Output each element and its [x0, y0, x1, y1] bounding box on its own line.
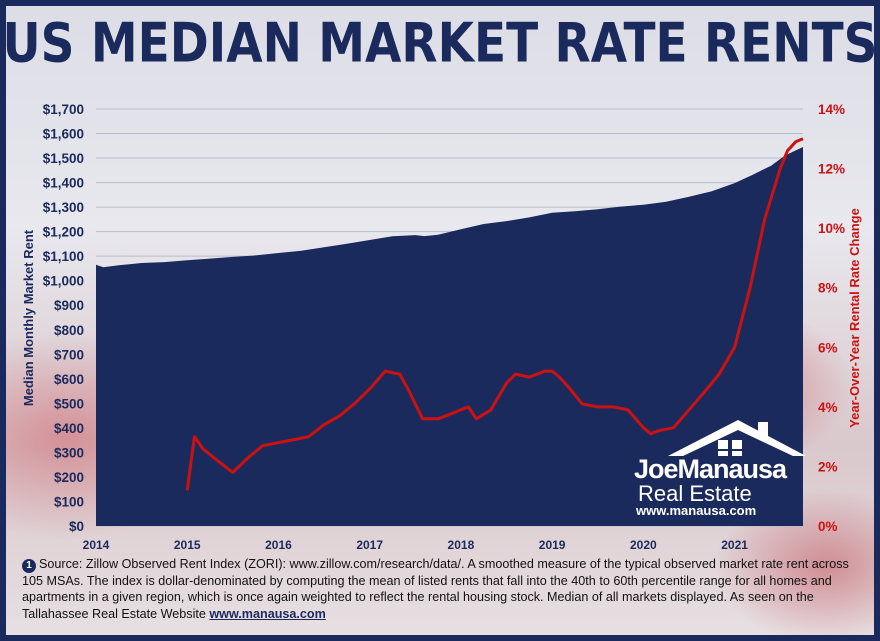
- y-left-tick-label: $1,300: [43, 200, 84, 215]
- y-left-tick-label: $0: [69, 519, 84, 534]
- y-left-tick-label: $300: [54, 445, 84, 460]
- y-left-tick-label: $1,600: [43, 127, 84, 142]
- y-left-axis-label: Median Monthly Market Rent: [21, 229, 36, 406]
- y-right-tick-label: 4%: [818, 400, 838, 415]
- y-left-tick-label: $1,200: [43, 225, 84, 240]
- logo-name: JoeManausa: [634, 454, 788, 485]
- y-left-tick-label: $1,700: [43, 102, 84, 117]
- y-left-tick-label: $100: [54, 494, 84, 509]
- y-left-tick-label: $900: [54, 298, 84, 313]
- source-text: Source: Zillow Observed Rent Index (ZORI…: [22, 557, 849, 621]
- y-right-axis-ticks: 0% 2% 4% 6% 8% 10% 12% 14%: [818, 102, 845, 534]
- x-tick-label: 2017: [356, 538, 383, 552]
- footnote-number-icon: 1: [22, 559, 36, 573]
- y-right-tick-label: 8%: [818, 281, 838, 296]
- x-tick-label: 2019: [539, 538, 566, 552]
- rent-area-series: [96, 147, 803, 526]
- y-left-axis-ticks: $0 $100 $200 $300 $400 $500 $600 $700 $800 $900 $1…: [43, 102, 84, 534]
- y-left-tick-label: $500: [54, 396, 84, 411]
- y-right-tick-label: 2%: [818, 459, 838, 474]
- y-left-tick-label: $600: [54, 372, 84, 387]
- y-left-tick-label: $800: [54, 323, 84, 338]
- logo-subtitle: Real Estate: [638, 481, 752, 506]
- y-right-tick-label: 10%: [818, 221, 845, 236]
- y-left-tick-label: $1,500: [43, 151, 84, 166]
- logo: JoeManausa Real Estate www.manausa.com: [628, 418, 806, 518]
- x-tick-label: 2015: [174, 538, 201, 552]
- x-tick-label: 2020: [630, 538, 657, 552]
- y-left-tick-label: $200: [54, 470, 84, 485]
- source-note: 1 Source: Zillow Observed Rent Index (ZOR…: [22, 556, 862, 622]
- yoy-change-line-series: [185, 137, 804, 491]
- x-tick-label: 2018: [448, 538, 475, 552]
- y-right-tick-label: 6%: [818, 340, 838, 355]
- y-left-tick-label: $1,100: [43, 249, 84, 264]
- x-tick-label: 2021: [721, 538, 748, 552]
- y-left-tick-label: $400: [54, 421, 84, 436]
- page-title: US MEDIAN MARKET RATE RENTS: [2, 11, 878, 76]
- x-tick-label: 2014: [83, 538, 110, 552]
- y-right-tick-label: 0%: [818, 519, 838, 534]
- logo-name-first: Joe: [634, 454, 679, 484]
- y-left-tick-label: $700: [54, 347, 84, 362]
- x-axis-ticks: 2014 2015 2016 2017 2018 2019 2020 2021: [83, 538, 749, 552]
- y-left-tick-label: $1,000: [43, 274, 84, 289]
- house-logo-icon: [668, 420, 806, 456]
- logo-name-last: Manausa: [677, 454, 788, 484]
- y-left-tick-label: $1,400: [43, 176, 84, 191]
- y-right-axis-label: Year-Over-Year Rental Rate Change: [847, 208, 862, 428]
- x-tick-label: 2016: [265, 538, 292, 552]
- source-website-link[interactable]: www.manausa.com: [209, 606, 326, 621]
- y-right-tick-label: 12%: [818, 162, 845, 177]
- logo-url: www.manausa.com: [636, 503, 757, 518]
- y-right-tick-label: 14%: [818, 102, 845, 117]
